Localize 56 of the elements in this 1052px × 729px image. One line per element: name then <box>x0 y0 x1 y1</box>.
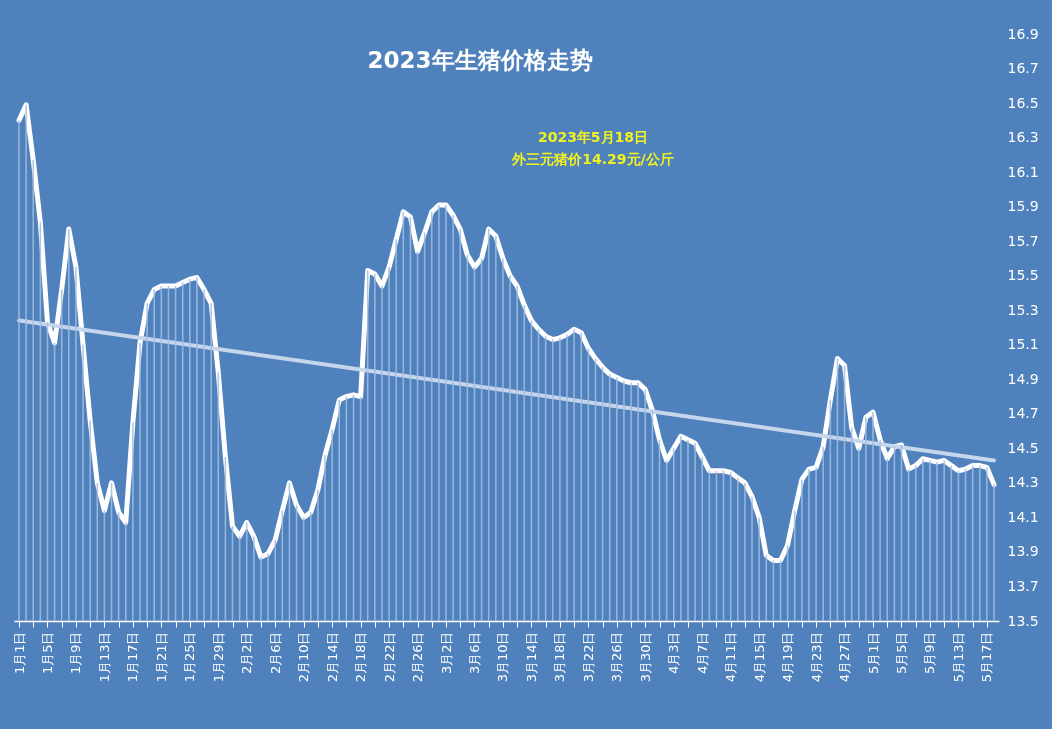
y-tick-label: 13.7 <box>1007 577 1039 594</box>
x-tick-label: 3月10日 <box>495 631 511 683</box>
x-tick-label: 5月13日 <box>950 631 966 683</box>
x-tick-label: 4月19日 <box>780 631 796 683</box>
x-tick-label: 4月11日 <box>723 631 739 683</box>
y-tick-label: 14.5 <box>1007 439 1039 456</box>
x-tick-label: 4月7日 <box>694 631 710 675</box>
x-tick-label: 3月22日 <box>580 631 596 683</box>
y-tick-label: 15.9 <box>1007 198 1039 215</box>
x-tick-label: 2月14日 <box>324 631 340 683</box>
x-tick-label: 5月17日 <box>979 631 995 683</box>
y-tick-label: 13.9 <box>1007 543 1039 560</box>
y-tick-label: 14.3 <box>1007 474 1039 491</box>
x-tick-label: 3月26日 <box>609 631 625 683</box>
x-tick-label: 1月21日 <box>153 631 169 683</box>
x-tick-label: 1月29日 <box>210 631 226 683</box>
x-tick-label: 5月5日 <box>893 631 909 675</box>
x-tick-label: 2月10日 <box>296 631 312 683</box>
x-tick-label: 5月1日 <box>865 631 881 675</box>
x-tick-label: 1月5日 <box>39 631 55 675</box>
annotation: 2023年5月18日 <box>537 129 649 145</box>
x-tick-label: 5月9日 <box>922 631 938 675</box>
x-tick-label: 1月17日 <box>125 631 141 683</box>
y-tick-label: 15.7 <box>1007 232 1039 249</box>
y-tick-label: 14.1 <box>1007 508 1039 525</box>
x-tick-label: 2月22日 <box>381 631 397 683</box>
x-tick-label: 4月23日 <box>808 631 824 683</box>
y-tick-label: 16.9 <box>1007 25 1039 42</box>
y-tick-label: 16.3 <box>1007 129 1039 146</box>
x-tick-label: 3月18日 <box>552 631 568 683</box>
y-tick-label: 15.3 <box>1007 301 1039 318</box>
x-tick-label: 1月13日 <box>96 631 112 683</box>
x-tick-label: 1月25日 <box>182 631 198 683</box>
y-tick-label: 14.7 <box>1007 405 1039 422</box>
x-tick-label: 4月3日 <box>666 631 682 675</box>
y-tick-label: 13.5 <box>1007 612 1039 629</box>
x-tick-label: 3月14日 <box>523 631 539 683</box>
y-tick-label: 16.1 <box>1007 163 1039 180</box>
x-tick-label: 1月9日 <box>68 631 84 675</box>
x-tick-label: 4月27日 <box>837 631 853 683</box>
y-tick-label: 15.1 <box>1007 336 1039 353</box>
x-tick-label: 2月26日 <box>410 631 426 683</box>
y-tick-label: 15.5 <box>1007 267 1039 284</box>
x-tick-label: 4月15日 <box>751 631 767 683</box>
x-tick-label: 2月6日 <box>267 631 283 675</box>
annotation: 外三元猪价14.29元/公斤 <box>511 151 674 167</box>
x-tick-label: 3月2日 <box>438 631 454 675</box>
y-tick-label: 16.5 <box>1007 94 1039 111</box>
x-tick-label: 3月6日 <box>466 631 482 675</box>
y-tick-label: 14.9 <box>1007 370 1039 387</box>
y-tick-label: 16.7 <box>1007 60 1039 77</box>
x-tick-label: 3月30日 <box>637 631 653 683</box>
text: 2023年生猪价格走势 <box>367 47 593 73</box>
x-tick-label: 2月18日 <box>353 631 369 683</box>
x-tick-label: 1月1日 <box>11 631 27 675</box>
x-tick-label: 2月2日 <box>239 631 255 675</box>
